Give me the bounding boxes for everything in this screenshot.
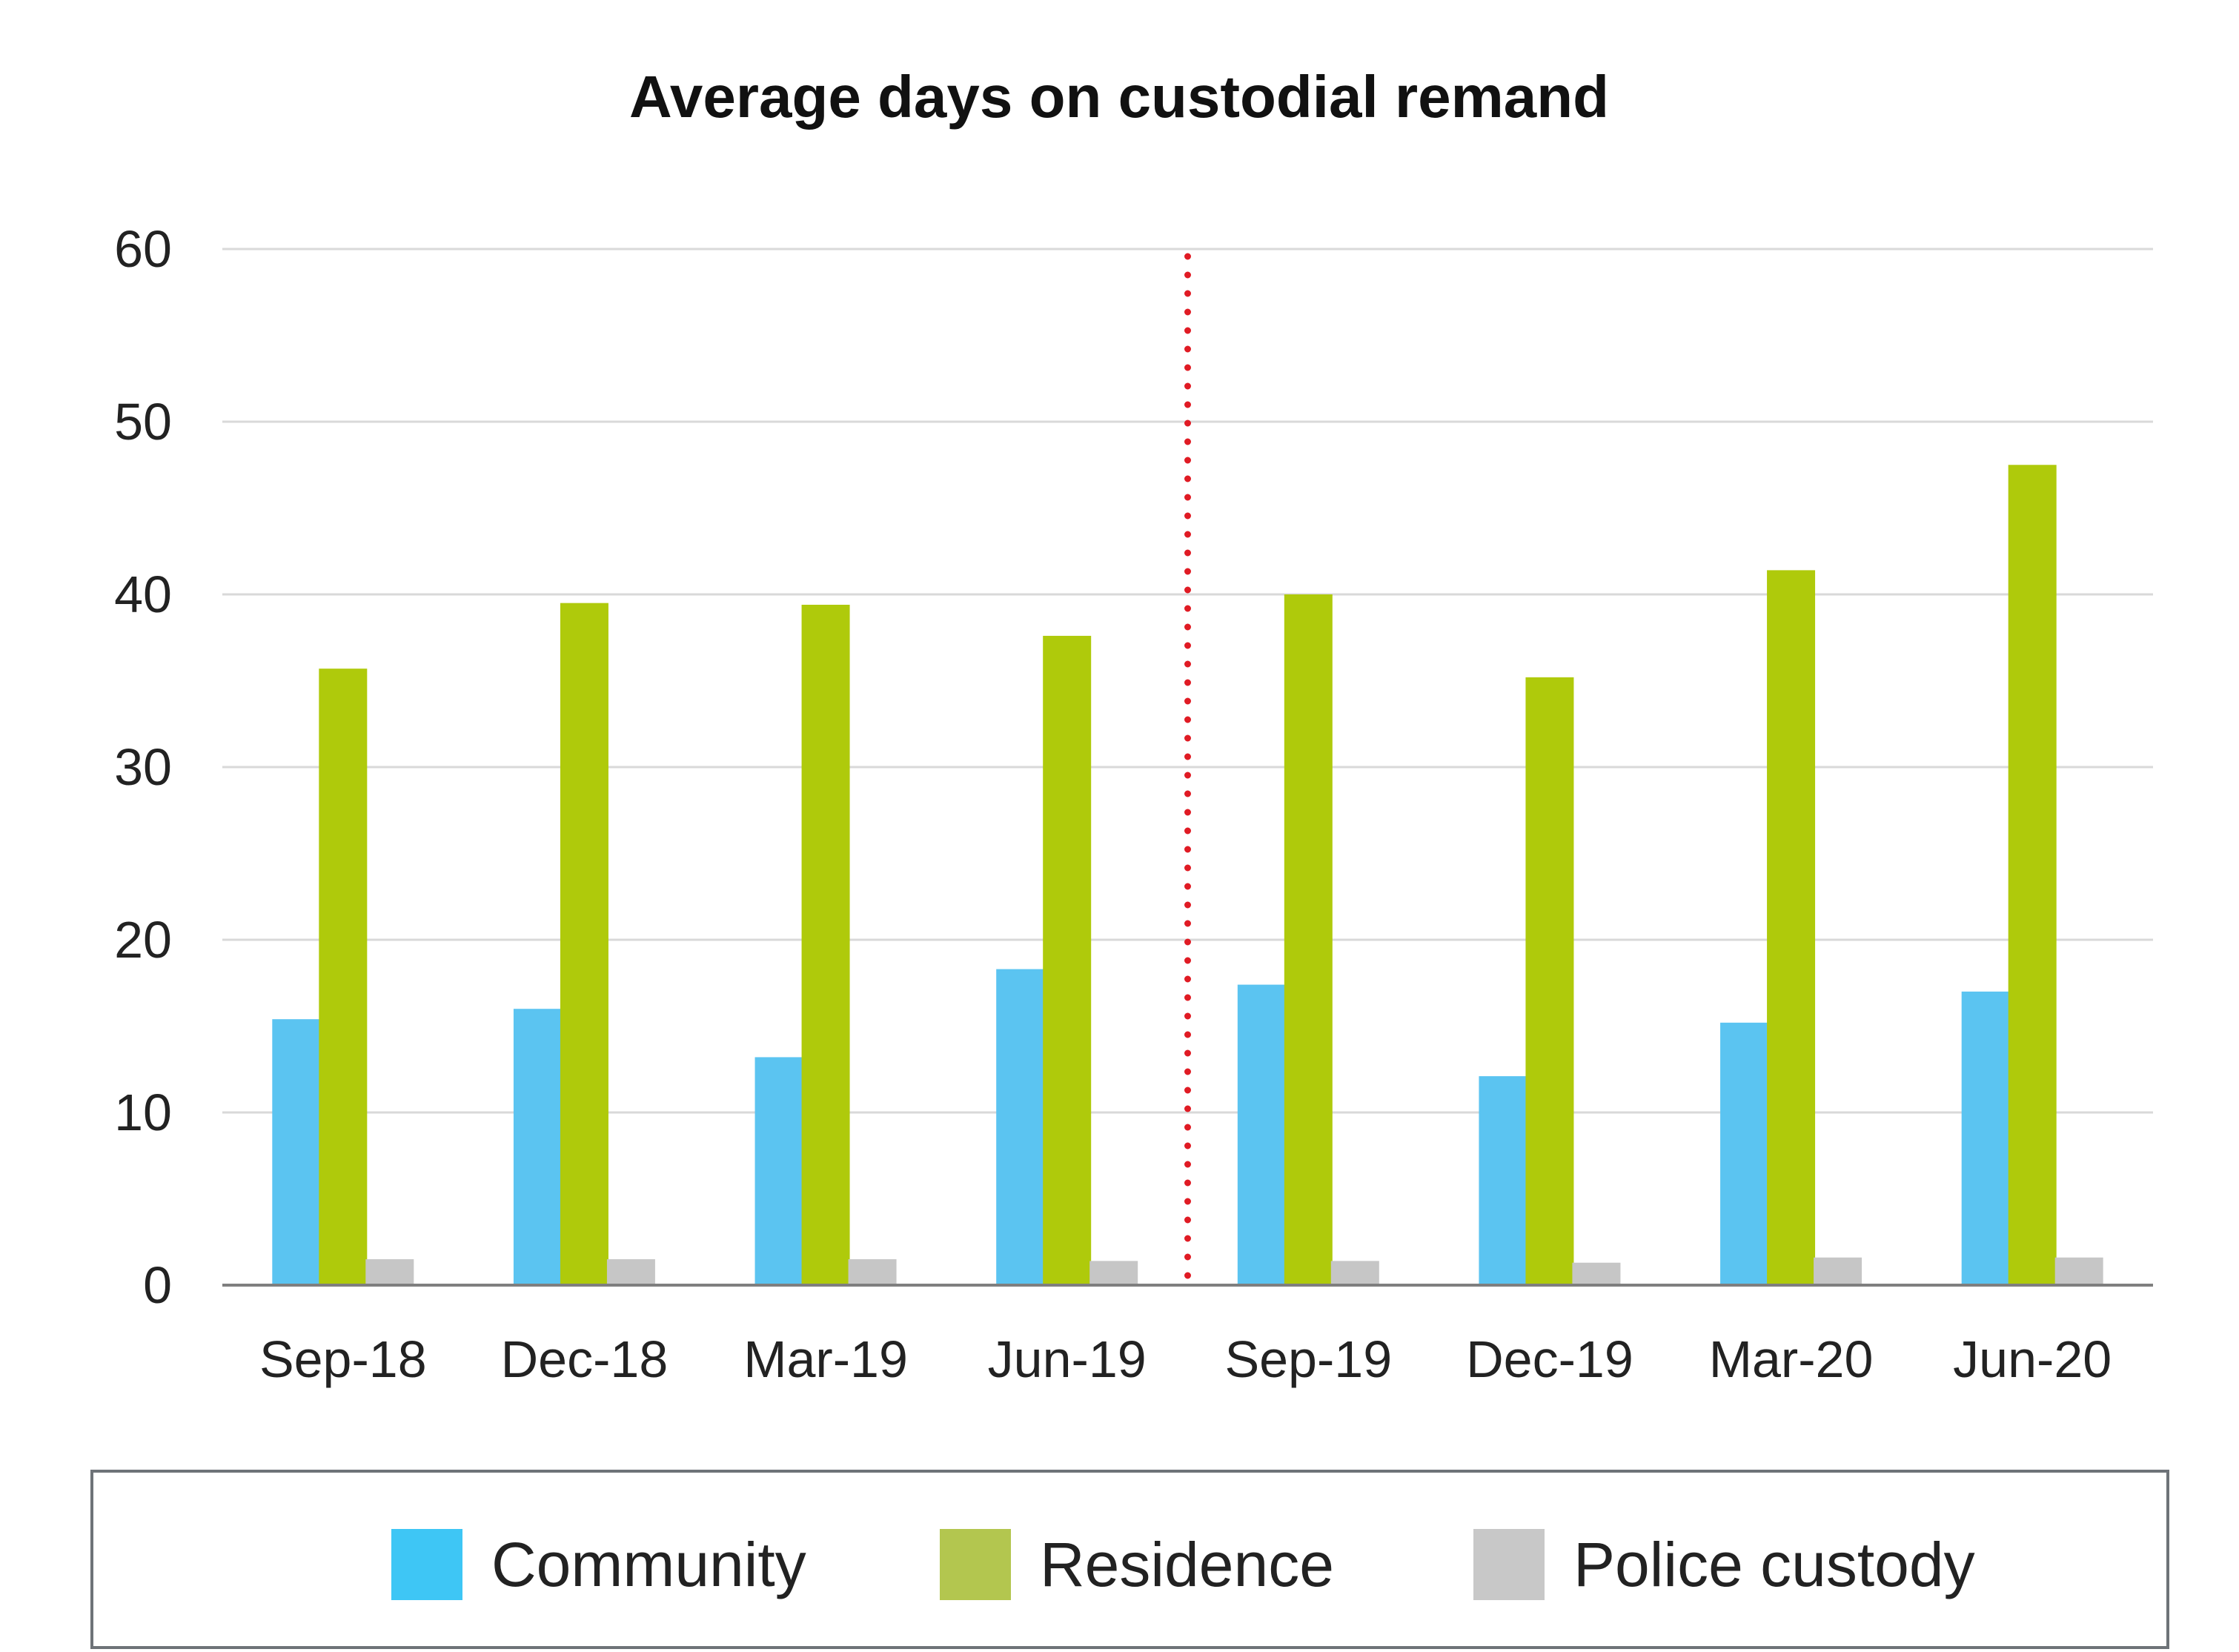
y-tick-label: 40 xyxy=(114,565,172,623)
bar-community xyxy=(1479,1076,1528,1285)
x-tick-label: Mar-20 xyxy=(1709,1330,1874,1388)
bar-residence xyxy=(1767,570,1816,1285)
legend-swatch-residence xyxy=(940,1529,1011,1600)
bar-police-custody xyxy=(365,1259,414,1285)
bar-police-custody xyxy=(1572,1262,1621,1285)
x-tick-label: Mar-19 xyxy=(743,1330,908,1388)
legend-label-police-custody: Police custody xyxy=(1573,1530,1975,1599)
bar-community xyxy=(1237,984,1286,1285)
y-tick-label: 0 xyxy=(143,1256,172,1314)
legend-swatch-community xyxy=(391,1529,462,1600)
bar-community xyxy=(996,969,1045,1285)
y-tick-label: 10 xyxy=(114,1084,172,1141)
x-tick-label: Sep-18 xyxy=(259,1330,427,1388)
x-tick-label: Sep-19 xyxy=(1224,1330,1392,1388)
bars xyxy=(272,465,2103,1285)
bar-police-custody xyxy=(1814,1257,1862,1285)
y-tick-label: 60 xyxy=(114,220,172,278)
y-tick-label: 30 xyxy=(114,738,172,796)
bar-community xyxy=(754,1057,803,1285)
bar-residence xyxy=(1525,677,1574,1285)
bar-residence xyxy=(1284,594,1333,1285)
x-tick-label: Dec-18 xyxy=(501,1330,669,1388)
bar-police-custody xyxy=(848,1259,897,1285)
bar-police-custody xyxy=(1089,1261,1138,1285)
y-tick-label: 20 xyxy=(114,911,172,969)
bar-residence xyxy=(801,604,850,1285)
bar-residence xyxy=(560,603,608,1285)
bar-police-custody xyxy=(606,1259,655,1285)
x-tick-label: Dec-19 xyxy=(1466,1330,1633,1388)
bar-community xyxy=(272,1019,321,1285)
legend: Community Residence Police custody xyxy=(90,1470,2169,1649)
bar-residence xyxy=(1043,635,1092,1285)
bar-residence xyxy=(319,669,368,1285)
y-axis: 0 10 20 30 40 50 60 xyxy=(114,220,172,1314)
bar-community xyxy=(1961,991,2010,1285)
x-axis: Sep-18 Dec-18 Mar-19 Jun-19 Sep-19 Dec-19 Mar-… xyxy=(222,1284,2153,1388)
bar-residence xyxy=(2008,465,2057,1285)
x-tick-label: Jun-19 xyxy=(988,1330,1147,1388)
y-tick-label: 50 xyxy=(114,393,172,451)
bar-community xyxy=(513,1009,562,1285)
legend-label-residence: Residence xyxy=(1040,1530,1334,1599)
x-tick-label: Jun-20 xyxy=(1953,1330,2112,1388)
bar-police-custody xyxy=(2054,1257,2103,1285)
legend-label-community: Community xyxy=(491,1530,806,1599)
chart-title: Average days on custodial remand xyxy=(629,64,1609,130)
legend-swatch-police-custody xyxy=(1473,1529,1545,1600)
bar-community xyxy=(1720,1022,1769,1285)
bar-police-custody xyxy=(1330,1261,1379,1285)
